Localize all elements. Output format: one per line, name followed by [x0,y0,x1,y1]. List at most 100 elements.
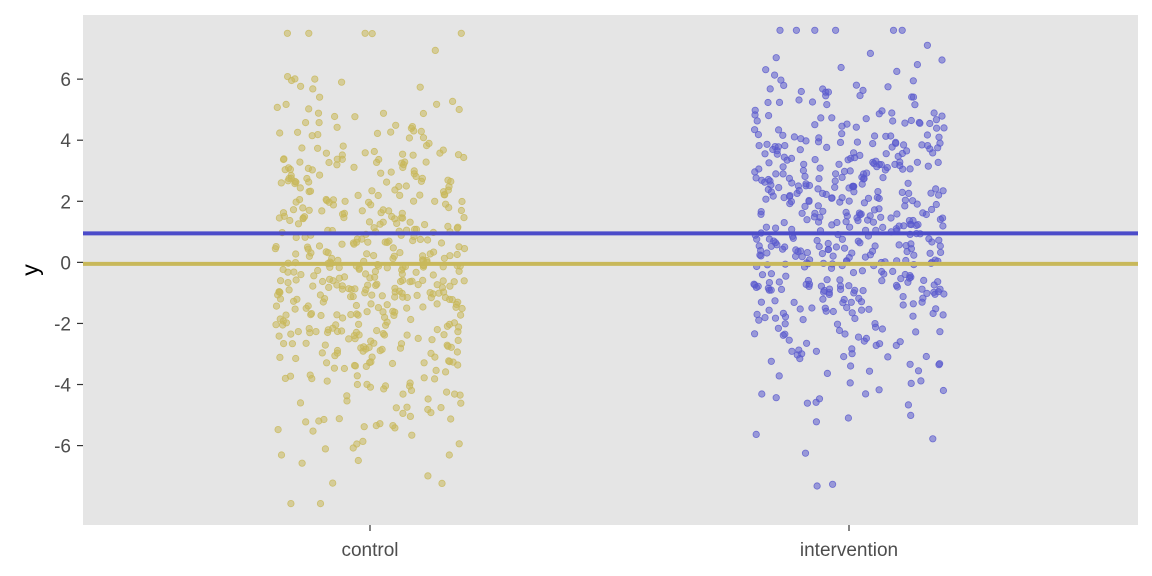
data-point-intervention [835,326,844,335]
data-point-control [311,75,319,83]
data-point-control [460,214,468,222]
data-point-control [292,354,300,363]
data-point-intervention [938,112,946,120]
data-point-control [427,408,435,417]
data-point-control [406,412,414,420]
data-point-intervention [820,286,829,295]
data-point-control [450,278,458,286]
data-point-control [338,285,346,293]
data-point-control [385,207,393,215]
data-point-control [409,197,418,205]
data-point-control [309,427,317,435]
data-point-control [443,322,451,330]
data-point-control [453,348,461,356]
data-point-control [318,349,326,357]
data-point-intervention [854,333,863,341]
data-point-control [403,304,411,312]
data-point-control [445,204,453,212]
data-point-intervention [755,316,763,324]
data-point-control [362,362,370,370]
data-point-intervention [814,185,822,193]
data-point-intervention [780,219,788,227]
data-point-control [352,301,360,310]
data-point-control [286,372,295,380]
data-point-intervention [940,124,948,132]
data-point-intervention [836,276,844,284]
data-point-control [351,362,359,370]
data-point-intervention [763,249,771,257]
y-tick-label: -4 [54,376,71,397]
data-point-control [405,134,413,142]
data-point-intervention [772,54,780,62]
data-point-intervention [819,295,827,303]
data-point-control [314,266,322,275]
data-point-control [460,277,468,285]
data-point-control [440,331,448,339]
data-point-intervention [856,92,864,100]
data-point-control [429,271,437,279]
data-point-intervention [929,309,937,318]
data-point-intervention [910,251,918,259]
data-point-intervention [852,123,860,131]
data-point-control [290,268,298,276]
y-axis: -6 -4 -2 0 2 4 6 [54,70,83,458]
data-point-control [365,343,373,352]
data-point-intervention [785,192,794,201]
data-point-intervention [888,109,896,117]
data-point-intervention [862,334,871,342]
data-point-intervention [879,223,887,231]
data-point-control [276,129,284,137]
data-point-control [316,499,325,508]
data-point-control [399,409,407,417]
y-axis-title: y [17,264,43,276]
data-point-control [322,359,331,367]
data-point-control [458,197,466,206]
data-point-control [324,249,332,257]
data-point-intervention [824,239,832,248]
data-point-intervention [792,26,801,34]
data-point-intervention [923,41,932,49]
data-point-control [418,252,427,260]
data-point-control [302,418,310,426]
data-point-control [285,286,293,294]
data-point-control [335,415,343,423]
data-point-intervention [754,131,763,139]
data-point-intervention [775,98,784,107]
data-point-control [312,327,320,336]
data-point-control [419,276,427,284]
y-tick-label: 6 [60,70,71,91]
data-point-intervention [938,56,946,64]
data-point-intervention [815,175,823,183]
data-point-intervention [932,124,941,132]
data-point-control [412,172,420,181]
data-point-intervention [898,26,906,34]
data-point-intervention [781,320,789,328]
data-point-control [406,218,414,226]
data-point-control [455,105,463,114]
data-point-intervention [836,285,845,293]
data-point-intervention [899,292,907,301]
data-point-intervention [864,194,873,202]
data-point-control [432,100,441,108]
data-point-intervention [936,139,944,147]
data-point-intervention [892,341,900,349]
data-point-intervention [859,286,867,295]
data-point-intervention [810,213,819,221]
data-point-intervention [861,253,870,261]
data-point-intervention [765,306,773,314]
data-point-control [307,309,316,318]
data-point-control [340,364,348,373]
data-point-intervention [800,160,808,168]
data-point-control [345,285,353,293]
data-point-intervention [879,174,887,182]
data-point-intervention [856,151,864,159]
data-point-intervention [889,117,897,125]
data-point-control [289,206,298,214]
data-point-intervention [750,126,759,134]
data-point-intervention [801,449,810,457]
data-point-intervention [831,26,840,34]
data-point-intervention [889,267,897,275]
data-point-control [351,285,359,293]
data-point-intervention [895,241,903,249]
data-point-control [329,324,337,332]
